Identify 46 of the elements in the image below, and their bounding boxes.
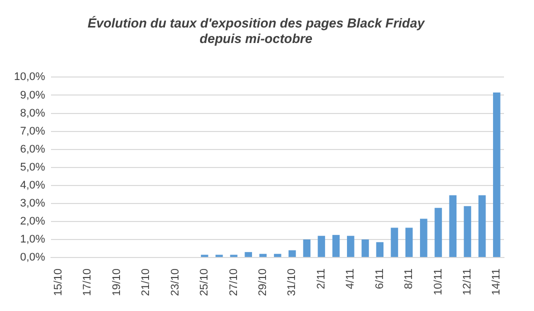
bar [274,254,282,257]
x-tick-label: 15/10 [52,268,65,296]
bar [449,195,457,257]
bar [303,239,310,257]
y-tick-label: 1,0% [20,233,46,246]
bar [288,250,296,257]
bar [420,218,428,257]
x-tick-label: 2/11 [315,268,328,290]
bar [434,208,442,257]
x-tick-label: 4/11 [344,268,357,290]
bar [346,236,354,257]
x-tick-label: 6/11 [374,268,386,290]
y-tick-label: 5,0% [20,161,46,174]
bar [376,242,384,257]
chart-title: Évolution du taux d'exposition des pages Black Friday depuis mi-octobre [88,15,426,46]
y-tick-label: 7,0% [20,125,46,138]
x-tick-label: 23/10 [169,268,182,296]
y-tick-label: 2,0% [20,215,46,228]
x-tick-label: 25/10 [198,268,211,296]
bar [478,195,486,257]
y-tick-label: 3,0% [20,197,46,210]
x-tick-label: 31/10 [286,268,298,296]
x-tick-label: 12/11 [462,268,474,296]
y-tick-label: 6,0% [20,143,46,156]
x-tick-label: 21/10 [140,268,152,296]
y-tick-label: 8,0% [20,107,46,120]
y-tick-label: 4,0% [20,179,46,192]
bar [362,239,369,257]
y-tick-label: 9,0% [20,89,46,102]
bar [318,236,326,257]
y-tick-label: 0,0% [20,252,46,264]
x-tick-label: 29/10 [257,268,270,296]
x-tick-label: 14/11 [490,268,503,296]
bar [259,254,267,257]
x-tick-label: 8/11 [403,268,416,290]
x-tick-label: 10/11 [432,268,444,296]
x-tick-label: 27/10 [228,268,240,296]
x-tick-label: 19/10 [110,268,123,296]
bar [390,228,398,257]
bar [464,206,472,257]
bar [332,234,340,257]
bar [493,92,500,257]
bar [405,228,413,257]
x-tick-label: 17/10 [82,268,94,296]
bar [244,252,252,257]
y-tick-label: 10,0% [14,71,46,84]
